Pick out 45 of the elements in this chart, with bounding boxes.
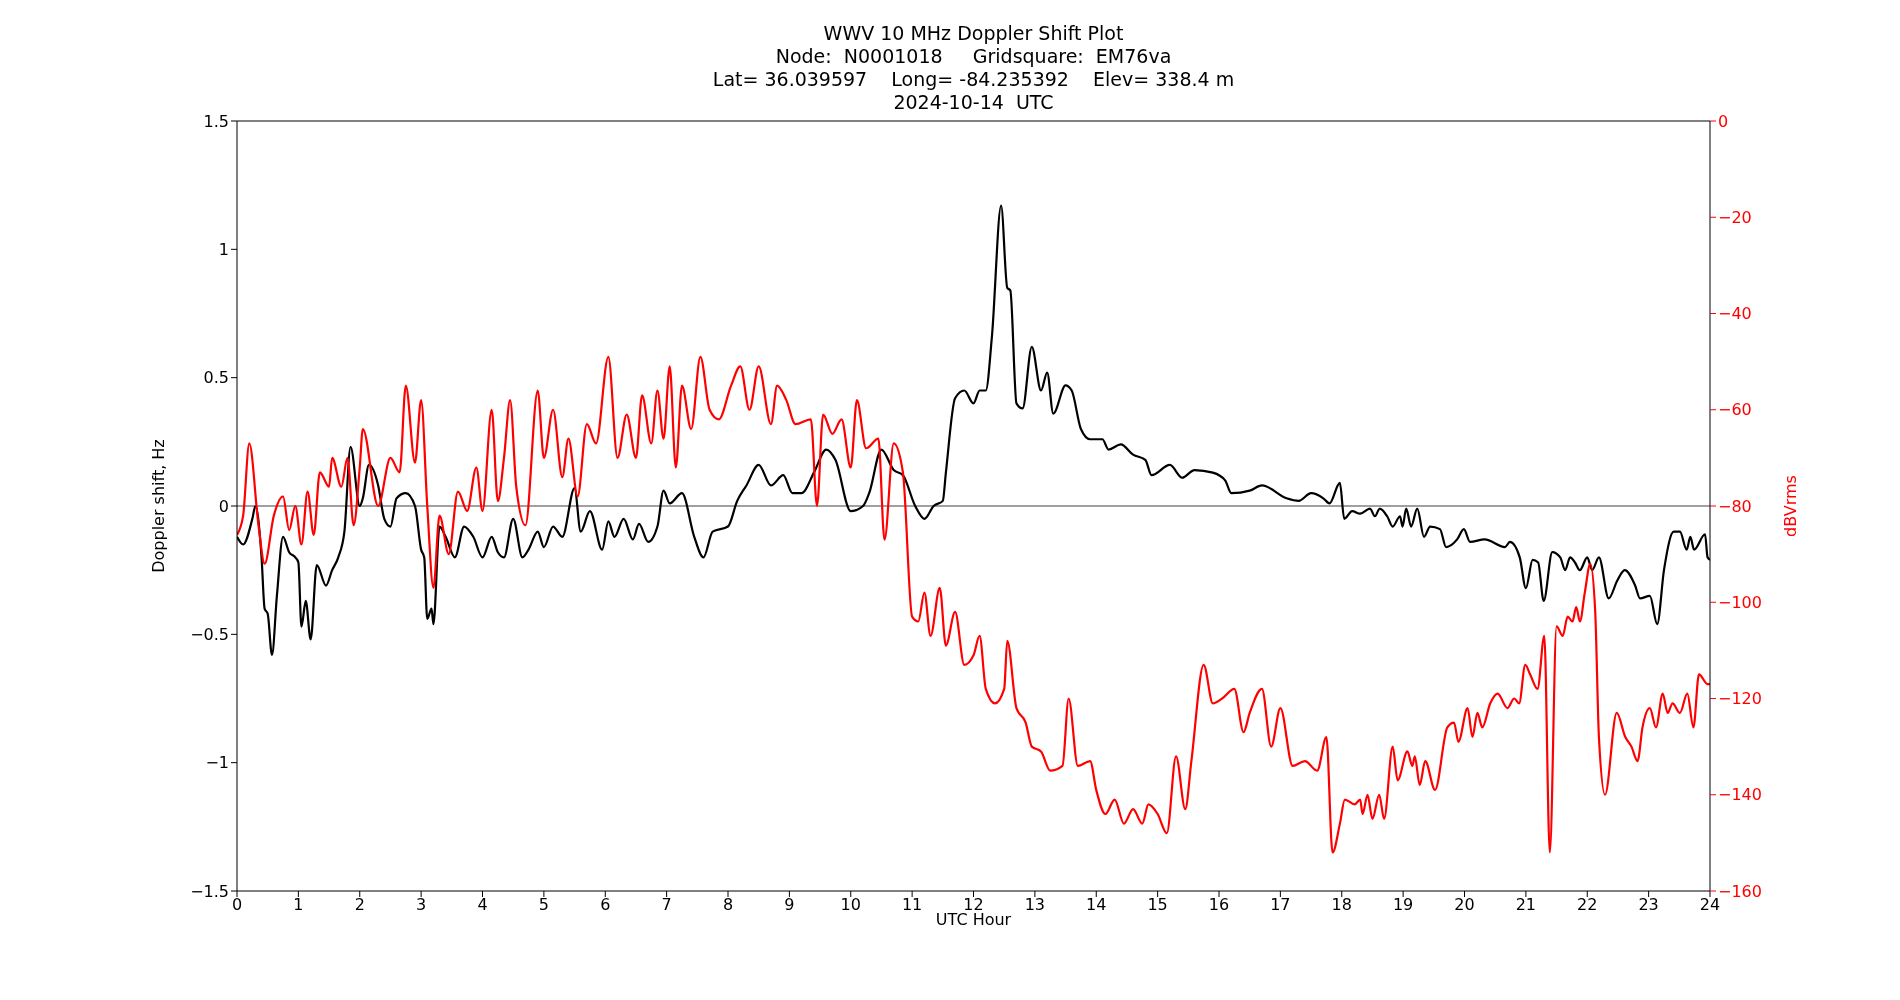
chart-title: WWV 10 MHz Doppler Shift Plot Node: N0001018 Gridsquare: EM76va Lat= 36.039597 Long= -84.235392 Elev= 338.4 m 2024-10-14 UTC — [711, 22, 1236, 114]
x-tick-label: 17 — [1270, 895, 1291, 915]
y-axis-title: Doppler shift, Hz — [148, 439, 168, 573]
x-tick-label: 10 — [840, 895, 861, 915]
x-tick-label: 23 — [1638, 895, 1659, 915]
x-tick-label: 1 — [293, 895, 304, 915]
y-tick-label: 1.5 — [203, 111, 229, 131]
x-tick-label: 19 — [1392, 895, 1414, 915]
y2-tick-label: −40 — [1718, 304, 1752, 324]
x-tick-label: 11 — [901, 895, 923, 915]
y-tick-label: −1.5 — [190, 881, 229, 901]
x-tick-label: 3 — [416, 895, 427, 915]
x-tick-label: 20 — [1454, 895, 1475, 915]
x-tick-label: 5 — [538, 895, 549, 915]
y2-tick-label: −120 — [1718, 689, 1762, 709]
y-tick-label: −1 — [205, 753, 229, 773]
x-tick-label: 4 — [477, 895, 488, 915]
x-tick-label: 0 — [231, 895, 243, 915]
x-tick-label: 14 — [1086, 895, 1107, 915]
x-tick-label: 9 — [784, 895, 795, 915]
y2-tick-label: −20 — [1718, 207, 1752, 227]
x-tick-label: 18 — [1331, 895, 1352, 915]
x-tick-label: 7 — [661, 895, 672, 915]
x-axis-title: UTC Hour — [935, 910, 1012, 929]
line-series — [237, 355, 1710, 854]
x-tick-label: 22 — [1577, 895, 1598, 915]
y-tick-label: 0.5 — [203, 368, 229, 388]
x-tick-label: 2 — [354, 895, 365, 915]
x-tick-label: 8 — [722, 895, 734, 915]
y2-tick-label: −60 — [1718, 400, 1752, 420]
x-tick-label: 13 — [1024, 895, 1046, 915]
y2-tick-label: −100 — [1718, 592, 1762, 612]
y2-tick-label: −80 — [1718, 496, 1752, 516]
y-tick-label: −0.5 — [190, 625, 229, 645]
x-tick-label: 15 — [1147, 895, 1168, 915]
x-tick-label: 16 — [1208, 895, 1230, 915]
y-tick-label: 1 — [218, 240, 229, 260]
y2-axis-title: dBVrms — [1780, 475, 1800, 537]
y2-tick-label: −160 — [1718, 881, 1762, 901]
x-tick-label: 24 — [1699, 895, 1721, 915]
x-tick-label: 21 — [1515, 895, 1537, 915]
y-tick-label: 0 — [218, 496, 229, 516]
y2-tick-label: 0 — [1718, 111, 1729, 131]
x-tick-label: 6 — [600, 895, 611, 915]
y2-tick-label: −140 — [1718, 785, 1762, 805]
